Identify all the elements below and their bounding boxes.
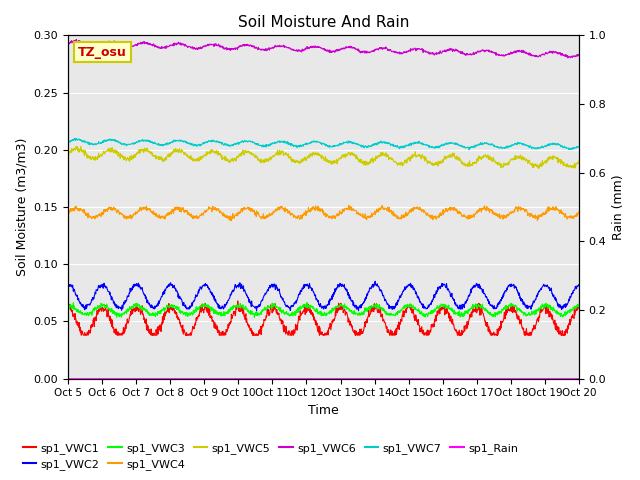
Text: TZ_osu: TZ_osu — [78, 46, 127, 59]
Y-axis label: Soil Moisture (m3/m3): Soil Moisture (m3/m3) — [15, 138, 28, 276]
Legend: sp1_VWC1, sp1_VWC2, sp1_VWC3, sp1_VWC4, sp1_VWC5, sp1_VWC6, sp1_VWC7, sp1_Rain: sp1_VWC1, sp1_VWC2, sp1_VWC3, sp1_VWC4, … — [19, 438, 522, 474]
Title: Soil Moisture And Rain: Soil Moisture And Rain — [238, 15, 409, 30]
Y-axis label: Rain (mm): Rain (mm) — [612, 174, 625, 240]
X-axis label: Time: Time — [308, 404, 339, 417]
